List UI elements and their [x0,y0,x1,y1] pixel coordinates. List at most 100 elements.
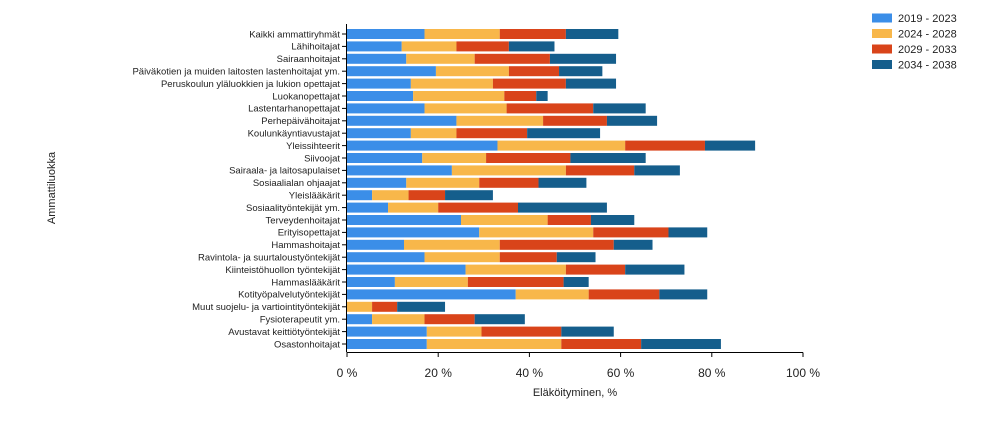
bar-segment-19-series-4 [556,252,596,263]
bar-segment-14-series-4 [445,190,493,201]
bar-segment-26-series-1 [347,339,427,349]
bar-segment-24-series-3 [424,314,475,325]
bar-segment-14-series-2 [372,190,409,201]
bar-segment-2-series-3 [456,41,509,52]
bar-segment-15-series-1 [347,202,389,213]
axes-layer [342,24,804,357]
bar-segment-4-series-4 [559,66,603,77]
bar-segment-3-series-4 [549,53,617,64]
bar-segment-24-series-1 [347,314,373,325]
category-label-8: Perhepäivähoitajat [261,116,340,127]
bar-segment-3-series-1 [347,53,407,64]
bar-segment-16-series-2 [461,215,548,225]
bar-segment-3-series-3 [474,53,550,64]
bar-segment-6-series-4 [536,91,548,101]
legend-label-1: 2019 - 2023 [898,13,957,25]
category-label-14: Yleislääkärit [289,191,341,202]
legend-label-2: 2024 - 2028 [898,29,957,41]
bar-segment-13-series-1 [347,177,407,188]
category-label-1: Kaikki ammattiryhmät [249,29,340,40]
bar-segment-24-series-2 [372,314,425,325]
bar-segment-25-series-2 [426,326,482,337]
bar-segment-5-series-4 [565,78,617,89]
bar-segment-4-series-1 [347,66,436,77]
bar-segment-25-series-1 [347,326,427,337]
bar-segment-9-series-2 [410,128,457,139]
category-label-21: Hammaslääkärit [271,277,340,288]
bar-segment-18-series-2 [404,239,500,250]
x-tick-label-4: 60 % [607,366,635,380]
bar-segment-19-series-1 [347,252,425,263]
category-label-6: Luokanopettajat [272,91,340,102]
bar-segment-25-series-3 [481,326,562,337]
category-label-4: Päiväkotien ja muiden laitosten lastenho… [132,67,340,78]
bar-segment-17-series-4 [668,227,708,238]
legend-swatch-3 [872,44,892,54]
bar-segment-10-series-1 [347,140,498,151]
category-label-5: Peruskoulun yläluokkien ja lukion opetta… [161,79,340,90]
bar-segment-16-series-4 [590,215,635,225]
bar-segment-26-series-4 [641,339,721,349]
bar-segment-7-series-2 [424,103,507,114]
bar-segment-13-series-2 [406,177,480,188]
category-label-11: Siivoojat [304,153,340,164]
bar-segment-19-series-2 [424,252,500,263]
bar-segment-10-series-4 [704,140,756,151]
bar-segment-4-series-2 [435,66,509,77]
bar-segment-18-series-3 [499,239,614,250]
bar-segment-12-series-4 [634,165,680,176]
bar-segment-1-series-2 [424,29,500,39]
bar-segment-15-series-2 [388,202,439,213]
bar-segment-11-series-1 [347,153,423,163]
legend-label-4: 2034 - 2038 [898,60,957,72]
category-label-16: Terveydenhoitajat [266,215,341,226]
category-label-23: Muut suojelu- ja vartiointityöntekijät [192,302,340,313]
x-tick-label-1: 0 % [337,366,358,380]
bar-segment-17-series-3 [593,227,669,238]
bar-segment-16-series-1 [347,215,461,225]
bar-segment-4-series-3 [508,66,560,77]
bar-segment-15-series-3 [438,202,518,213]
category-label-22: Kotityöpalvelutyöntekijät [238,290,340,301]
bar-segment-21-series-4 [563,277,589,287]
bar-segment-20-series-3 [565,264,626,275]
category-label-25: Avustavat keittiötyöntekijät [228,327,340,338]
category-label-7: Lastentarhanopettajat [248,104,340,115]
bar-segment-6-series-2 [413,91,505,101]
x-tick-label-2: 20 % [425,366,453,380]
bar-segment-22-series-3 [588,289,660,300]
bar-segment-7-series-3 [506,103,594,114]
bar-segment-5-series-2 [410,78,493,89]
x-tick-label-3: 40 % [516,366,544,380]
bar-segment-7-series-4 [593,103,646,114]
bar-segment-8-series-1 [347,115,457,126]
category-label-24: Fysioterapeutit ym. [260,315,340,326]
bar-segment-21-series-1 [347,277,395,287]
bar-segment-24-series-4 [474,314,525,325]
category-label-15: Sosiaalityöntekijät ym. [246,203,340,214]
bar-segment-2-series-4 [508,41,555,52]
bar-segment-12-series-3 [565,165,635,176]
legend: 2019 - 2023 2024 - 2028 2029 - 2033 2034 - … [872,13,957,72]
bar-segment-3-series-2 [406,53,475,64]
bar-segment-15-series-4 [518,202,607,213]
y-axis-title: Ammattiluokka [46,151,58,224]
bar-segment-2-series-2 [401,41,457,52]
bar-segment-26-series-3 [561,339,642,349]
bar-segment-20-series-1 [347,264,466,275]
legend-swatch-4 [872,60,892,69]
bar-segment-17-series-1 [347,227,480,238]
bar-segment-8-series-2 [456,115,544,126]
bar-segment-8-series-4 [606,115,658,126]
bar-segment-26-series-2 [426,339,562,349]
bar-segment-8-series-3 [543,115,607,126]
bar-segment-6-series-3 [504,91,537,101]
bar-segment-1-series-3 [499,29,566,39]
category-label-9: Koulunkäyntiavustajat [248,129,341,140]
bar-segment-20-series-2 [465,264,566,275]
bar-segment-9-series-4 [527,128,601,139]
category-label-19: Ravintola- ja suurtaloustyöntekijät [198,253,340,264]
bar-segment-12-series-1 [347,165,452,176]
